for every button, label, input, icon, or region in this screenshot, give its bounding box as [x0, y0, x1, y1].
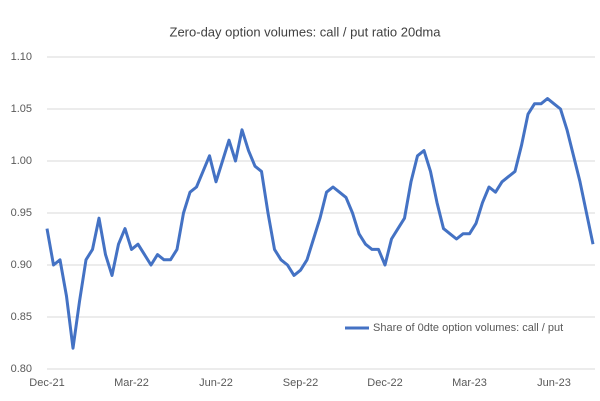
y-tick-label: 1.10: [11, 51, 32, 63]
x-tick-label: Jun-22: [199, 377, 233, 389]
data-line: [45, 97, 595, 350]
chart-title: Zero-day option volumes: call / put rati…: [170, 24, 442, 39]
x-tick-label: Mar-23: [452, 377, 487, 389]
y-tick-label: 0.90: [11, 259, 32, 271]
x-tick-label: Mar-22: [114, 377, 149, 389]
y-tick-label: 0.80: [11, 363, 32, 375]
legend-label: Share of 0dte option volumes: call / put: [373, 322, 563, 334]
x-tick-label: Dec-21: [29, 377, 64, 389]
x-tick-label: Sep-22: [283, 377, 318, 389]
x-tick-label: Dec-22: [367, 377, 402, 389]
y-tick-label: 0.85: [11, 311, 32, 323]
y-tick-label: 1.05: [11, 103, 32, 115]
y-tick-label: 0.95: [11, 207, 32, 219]
x-tick-label: Jun-23: [537, 377, 571, 389]
y-tick-label: 1.00: [11, 155, 32, 167]
